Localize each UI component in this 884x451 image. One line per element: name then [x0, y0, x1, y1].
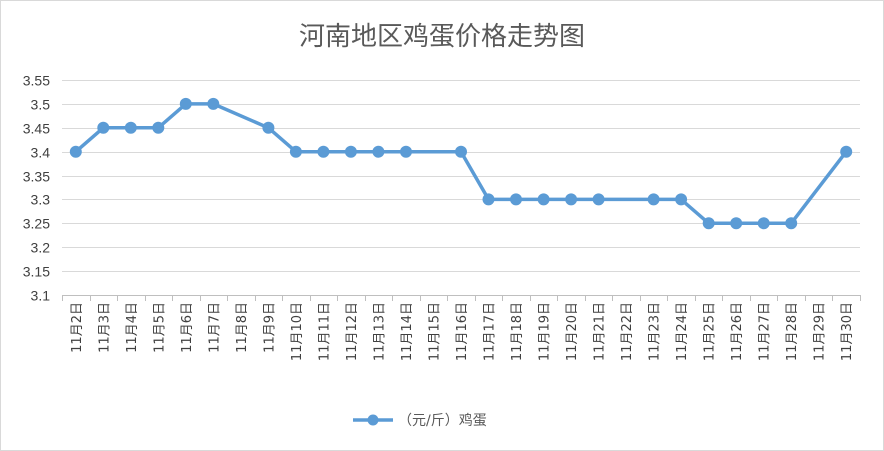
- data-point: [482, 193, 495, 206]
- data-point: [124, 121, 137, 134]
- data-point: [152, 121, 165, 134]
- x-tick-label: 11月13日: [372, 302, 387, 361]
- x-tick-label: 11月29日: [813, 302, 828, 361]
- x-tick-label: 11月26日: [730, 302, 745, 361]
- x-tick-label: 11月5日: [152, 302, 167, 353]
- data-point: [537, 193, 550, 206]
- data-point: [317, 145, 330, 158]
- x-tick-label: 11月8日: [235, 302, 250, 353]
- x-tick-label: 11月4日: [125, 302, 140, 353]
- y-tick-label: 3.25: [23, 216, 50, 232]
- x-tick-label: 11月7日: [207, 302, 222, 353]
- series-line: [74, 102, 848, 226]
- x-tick-label: 11月23日: [648, 302, 663, 361]
- y-tick-label: 3.45: [23, 121, 50, 137]
- x-tick-label: 11月10日: [290, 302, 305, 361]
- data-point: [647, 193, 660, 206]
- y-tick-label: 3.3: [31, 192, 51, 208]
- x-tick-label: 11月25日: [703, 302, 718, 361]
- x-tick-label: 11月17日: [483, 302, 498, 361]
- x-tick-label: 11月6日: [180, 302, 195, 353]
- x-tick-label: 11月28日: [785, 302, 800, 361]
- x-tick-label: 11月24日: [675, 302, 690, 361]
- data-point: [372, 145, 385, 158]
- legend-marker: [367, 414, 379, 426]
- y-tick-label: 3.1: [31, 288, 51, 304]
- data-point: [840, 145, 853, 158]
- x-tick-label: 11月21日: [593, 302, 608, 361]
- x-tick-label: 11月2日: [70, 302, 85, 353]
- y-tick-label: 3.2: [31, 240, 51, 256]
- data-point: [400, 145, 412, 158]
- x-tick-label: 11月11日: [317, 302, 332, 361]
- data-point: [179, 97, 192, 110]
- legend-label: （元/斤）鸡蛋: [398, 412, 487, 429]
- data-point: [592, 193, 605, 206]
- x-tick-label: 11月15日: [427, 302, 442, 361]
- data-point: [510, 193, 522, 206]
- data-point: [785, 217, 798, 230]
- x-axis: 11月2日 11月3日 11月4日 11月5日 11月6日 11月7日 11月8日 11月9日…: [62, 295, 861, 361]
- x-tick-label: 11月12日: [345, 302, 360, 361]
- x-tick-label: 11月20日: [565, 302, 580, 361]
- data-point: [730, 217, 743, 230]
- data-point: [289, 145, 302, 158]
- data-point: [207, 97, 220, 110]
- x-tick-label: 11月16日: [455, 302, 470, 361]
- x-tick-label: 11月30日: [840, 302, 855, 361]
- y-tick-label: 3.4: [31, 145, 51, 161]
- y-axis: 3.1 3.15 3.2 3.25 3.3 3.35 3.4 3.45 3.5 3.55: [23, 73, 50, 304]
- x-tick-label: 11月19日: [538, 302, 553, 361]
- data-point: [262, 121, 275, 134]
- data-point: [565, 193, 578, 206]
- x-tick-label: 11月18日: [510, 302, 525, 361]
- data-point: [702, 217, 715, 230]
- legend: （元/斤）鸡蛋: [353, 412, 487, 429]
- data-point: [344, 145, 357, 158]
- x-tick-label: 11月3日: [97, 302, 112, 353]
- data-point: [97, 121, 110, 134]
- y-tick-label: 3.55: [23, 73, 50, 89]
- data-point: [455, 145, 467, 158]
- data-point: [69, 145, 82, 158]
- data-point: [757, 217, 770, 230]
- y-tick-label: 3.5: [31, 97, 51, 113]
- x-tick-label: 11月9日: [262, 302, 277, 353]
- x-tick-label: 11月27日: [758, 302, 773, 361]
- chart-title: 河南地区鸡蛋价格走势图: [299, 22, 585, 52]
- x-tick-label: 11月14日: [400, 302, 415, 361]
- y-tick-label: 3.35: [23, 169, 50, 185]
- data-point: [675, 193, 688, 206]
- series-egg: [69, 97, 853, 230]
- x-tick-label: 11月22日: [620, 302, 635, 361]
- y-tick-label: 3.15: [23, 264, 50, 280]
